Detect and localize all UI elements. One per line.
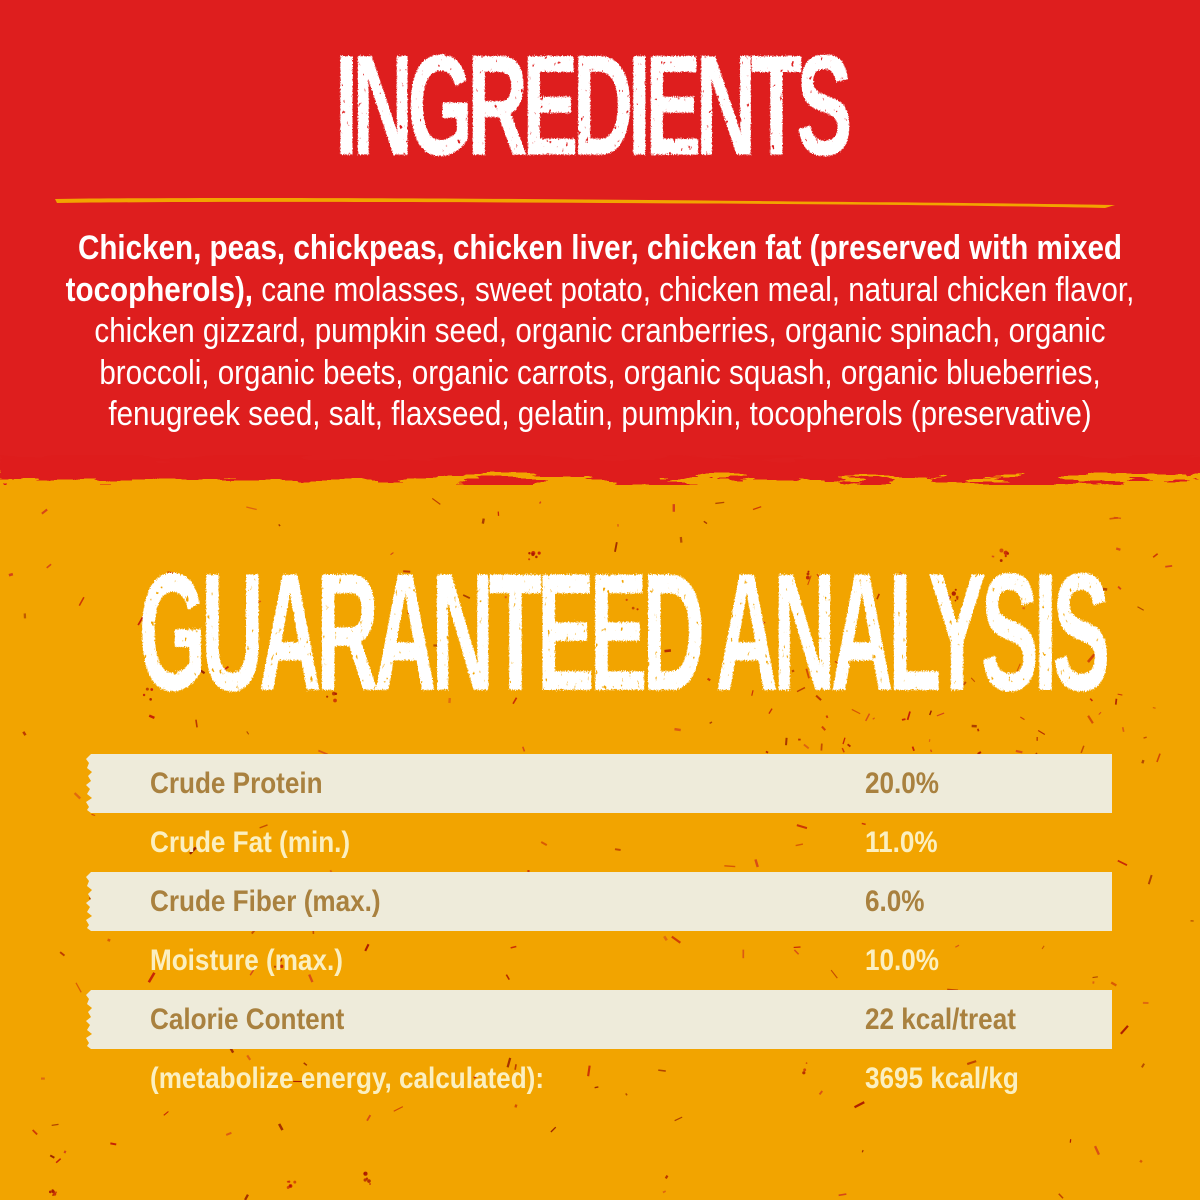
svg-text:INGREDIENTS: INGREDIENTS: [335, 24, 850, 185]
svg-text:GUARANTEED ANALYSIS: GUARANTEED ANALYSIS: [138, 555, 1107, 725]
